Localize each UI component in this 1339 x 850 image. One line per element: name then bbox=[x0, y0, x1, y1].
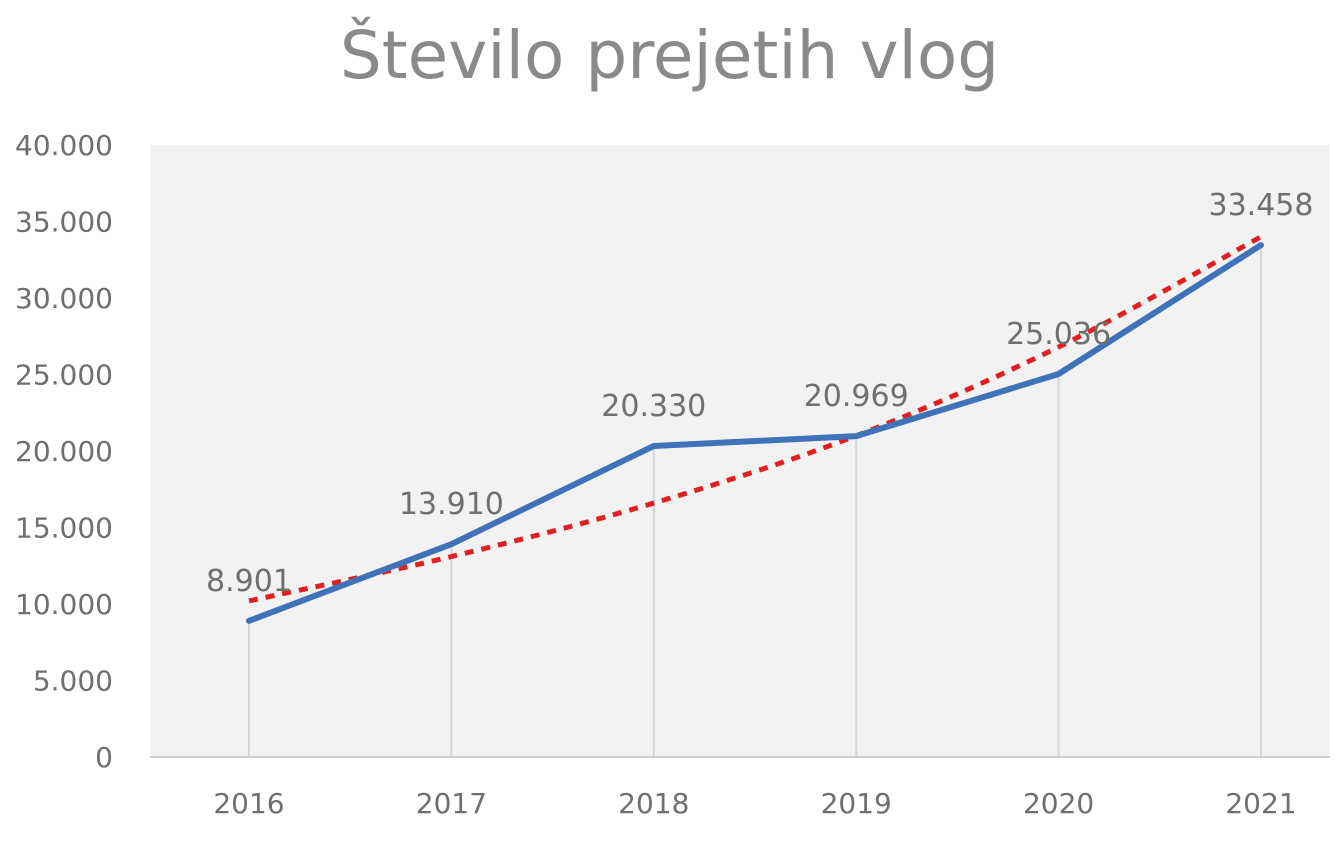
x-tick-label: 2018 bbox=[618, 787, 689, 820]
data-labels: 8.901 13.910 20.330 20.969 25.036 33.458 bbox=[206, 188, 1313, 599]
trendline-layer bbox=[248, 234, 1263, 604]
x-tick-label: 2020 bbox=[1023, 787, 1094, 820]
y-tick-label: 20.000 bbox=[15, 435, 113, 468]
data-label: 33.458 bbox=[1209, 188, 1314, 223]
drop-lines bbox=[248, 245, 1262, 757]
y-tick-label: 35.000 bbox=[15, 206, 113, 239]
y-tick-label: 10.000 bbox=[15, 588, 113, 621]
data-label: 20.969 bbox=[804, 379, 909, 414]
plot-background bbox=[150, 145, 1330, 757]
y-tick-label: 30.000 bbox=[15, 282, 113, 315]
x-tick-label: 2021 bbox=[1225, 787, 1296, 820]
x-tick-label: 2017 bbox=[416, 787, 487, 820]
y-tick-label: 5.000 bbox=[33, 665, 113, 698]
y-tick-label: 0 bbox=[95, 741, 113, 774]
y-tick-label: 25.000 bbox=[15, 359, 113, 392]
data-label: 13.910 bbox=[399, 487, 504, 522]
y-tick-label: 15.000 bbox=[15, 512, 113, 545]
series-line bbox=[246, 242, 1264, 624]
x-tick-label: 2019 bbox=[821, 787, 892, 820]
data-label: 25.036 bbox=[1006, 317, 1111, 352]
trendline bbox=[248, 234, 1263, 604]
x-tick-label: 2016 bbox=[213, 787, 284, 820]
chart-title: Število prejetih vlog bbox=[339, 17, 1000, 94]
series-layer bbox=[246, 242, 1264, 624]
data-label: 8.901 bbox=[206, 564, 292, 599]
data-label: 20.330 bbox=[601, 389, 706, 424]
y-axis-tick-labels: 0 5.000 10.000 15.000 20.000 25.000 30.000 35.0… bbox=[15, 129, 113, 774]
y-tick-label: 40.000 bbox=[15, 129, 113, 162]
x-axis-tick-labels: 2016 2017 2018 2019 2020 2021 bbox=[213, 787, 1296, 820]
